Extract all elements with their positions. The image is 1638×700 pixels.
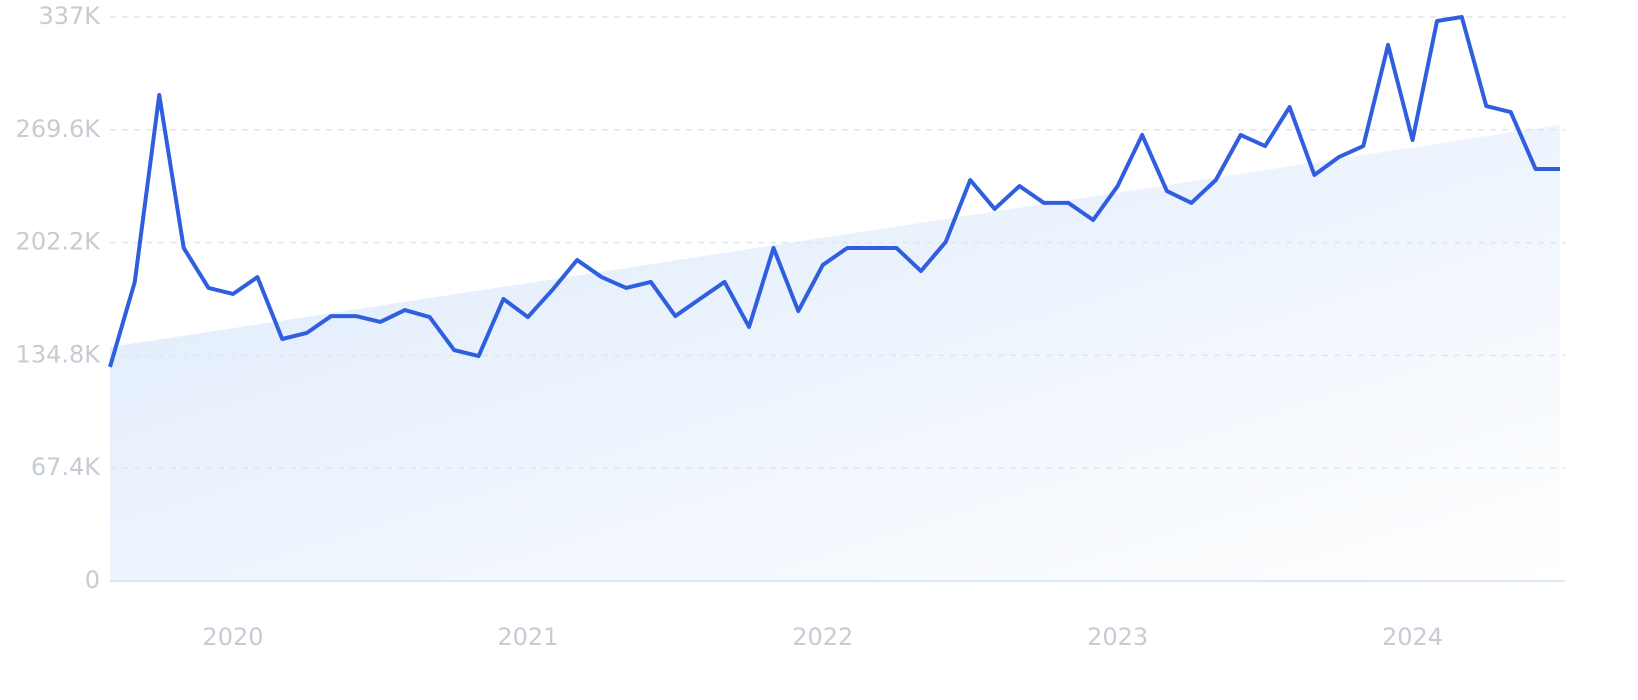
- line: [108, 15, 1560, 368]
- y-tick-label: 202.2K: [16, 228, 102, 256]
- x-tick-label: 2022: [792, 623, 853, 651]
- x-tick-label: 2020: [202, 623, 263, 651]
- y-tick-label: 269.6K: [16, 115, 102, 143]
- y-tick-label: 67.4K: [31, 453, 101, 481]
- x-tick-label: 2023: [1087, 623, 1148, 651]
- x-tick-label: 2021: [497, 623, 558, 651]
- trend-area: [110, 124, 1560, 581]
- y-tick-label: 134.8K: [16, 340, 102, 368]
- y-tick-label: 0: [85, 566, 100, 594]
- x-tick-label: 2024: [1382, 623, 1443, 651]
- y-tick-label: 337K: [38, 2, 101, 30]
